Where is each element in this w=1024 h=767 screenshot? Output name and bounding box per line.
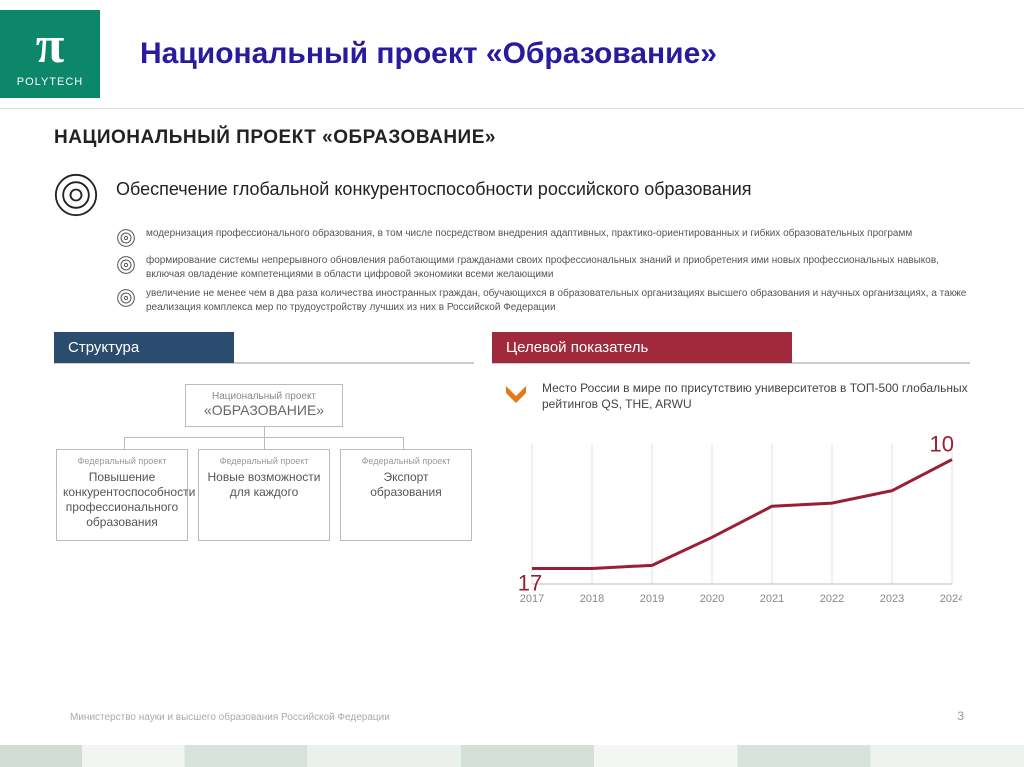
svg-text:17: 17 [518, 571, 542, 596]
sub-goal-text: формирование системы непрерывного обновл… [146, 254, 970, 281]
org-box: Федеральный проект Экспорт образования [340, 449, 472, 541]
org-connector [124, 427, 404, 449]
org-box-title: Повышение конкурентоспособности професси… [63, 470, 181, 530]
svg-text:2024: 2024 [940, 593, 962, 605]
org-box: Федеральный проект Повышение конкурентос… [56, 449, 188, 541]
header: π POLYTECH Национальный проект «Образова… [0, 0, 1024, 109]
kpi-column: Целевой показатель Место России в мире п… [492, 332, 970, 614]
target-icon [54, 173, 98, 217]
svg-text:10: 10 [930, 434, 954, 457]
svg-text:2020: 2020 [700, 593, 724, 605]
target-icon [116, 255, 136, 275]
sub-goal: модернизация профессионального образован… [116, 227, 970, 248]
section-heading: НАЦИОНАЛЬНЫЙ ПРОЕКТ «ОБРАЗОВАНИЕ» [54, 127, 970, 149]
svg-text:2019: 2019 [640, 593, 664, 605]
org-box-label: Федеральный проект [347, 456, 465, 466]
page-number: 3 [957, 709, 964, 723]
org-box: Федеральный проект Новые возможности для… [198, 449, 330, 541]
kpi-tab: Целевой показатель [492, 332, 792, 363]
svg-text:2022: 2022 [820, 593, 844, 605]
org-box-title: Экспорт образования [347, 470, 465, 500]
sub-goal: формирование системы непрерывного обновл… [116, 254, 970, 281]
structure-tab: Структура [54, 332, 234, 363]
decorative-bottom-strip [0, 745, 1024, 767]
org-children-row: Федеральный проект Повышение конкурентос… [56, 449, 472, 541]
sub-goals-list: модернизация профессионального образован… [116, 227, 970, 314]
org-top-box: Национальный проект «ОБРАЗОВАНИЕ» [185, 384, 343, 427]
org-top-label: Национальный проект [204, 391, 324, 402]
target-icon [116, 228, 136, 248]
footer-text: Министерство науки и высшего образования… [70, 712, 390, 723]
chevron-down-icon [502, 380, 530, 408]
sub-goal: увеличение не менее чем в два раза колич… [116, 287, 970, 314]
page-title: Национальный проект «Образование» [140, 37, 717, 71]
kpi-description: Место России в мире по присутствию униве… [492, 380, 970, 412]
svg-text:2021: 2021 [760, 593, 784, 605]
sub-goal-text: увеличение не менее чем в два раза колич… [146, 287, 970, 314]
logo-label: POLYTECH [17, 76, 83, 88]
two-column-layout: Структура Национальный проект «ОБРАЗОВАН… [54, 332, 970, 614]
polytech-logo: π POLYTECH [0, 10, 100, 98]
org-box-label: Федеральный проект [63, 456, 181, 466]
main-goal-text: Обеспечение глобальной конкурентоспособн… [116, 173, 752, 200]
ranking-line-chart: 201720182019202020212022202320241710 [502, 434, 962, 614]
svg-text:2018: 2018 [580, 593, 604, 605]
kpi-text: Место России в мире по присутствию униве… [542, 380, 970, 412]
org-chart: Национальный проект «ОБРАЗОВАНИЕ» Федера… [54, 384, 474, 541]
logo-glyph: π [36, 20, 65, 72]
main-goal: Обеспечение глобальной конкурентоспособн… [54, 173, 970, 217]
org-box-label: Федеральный проект [205, 456, 323, 466]
sub-goal-text: модернизация профессионального образован… [146, 227, 912, 241]
target-icon [116, 288, 136, 308]
content-area: НАЦИОНАЛЬНЫЙ ПРОЕКТ «ОБРАЗОВАНИЕ» Обеспе… [0, 109, 1024, 624]
org-box-title: Новые возможности для каждого [205, 470, 323, 500]
org-top-title: «ОБРАЗОВАНИЕ» [204, 402, 324, 418]
structure-column: Структура Национальный проект «ОБРАЗОВАН… [54, 332, 474, 614]
svg-text:2023: 2023 [880, 593, 904, 605]
